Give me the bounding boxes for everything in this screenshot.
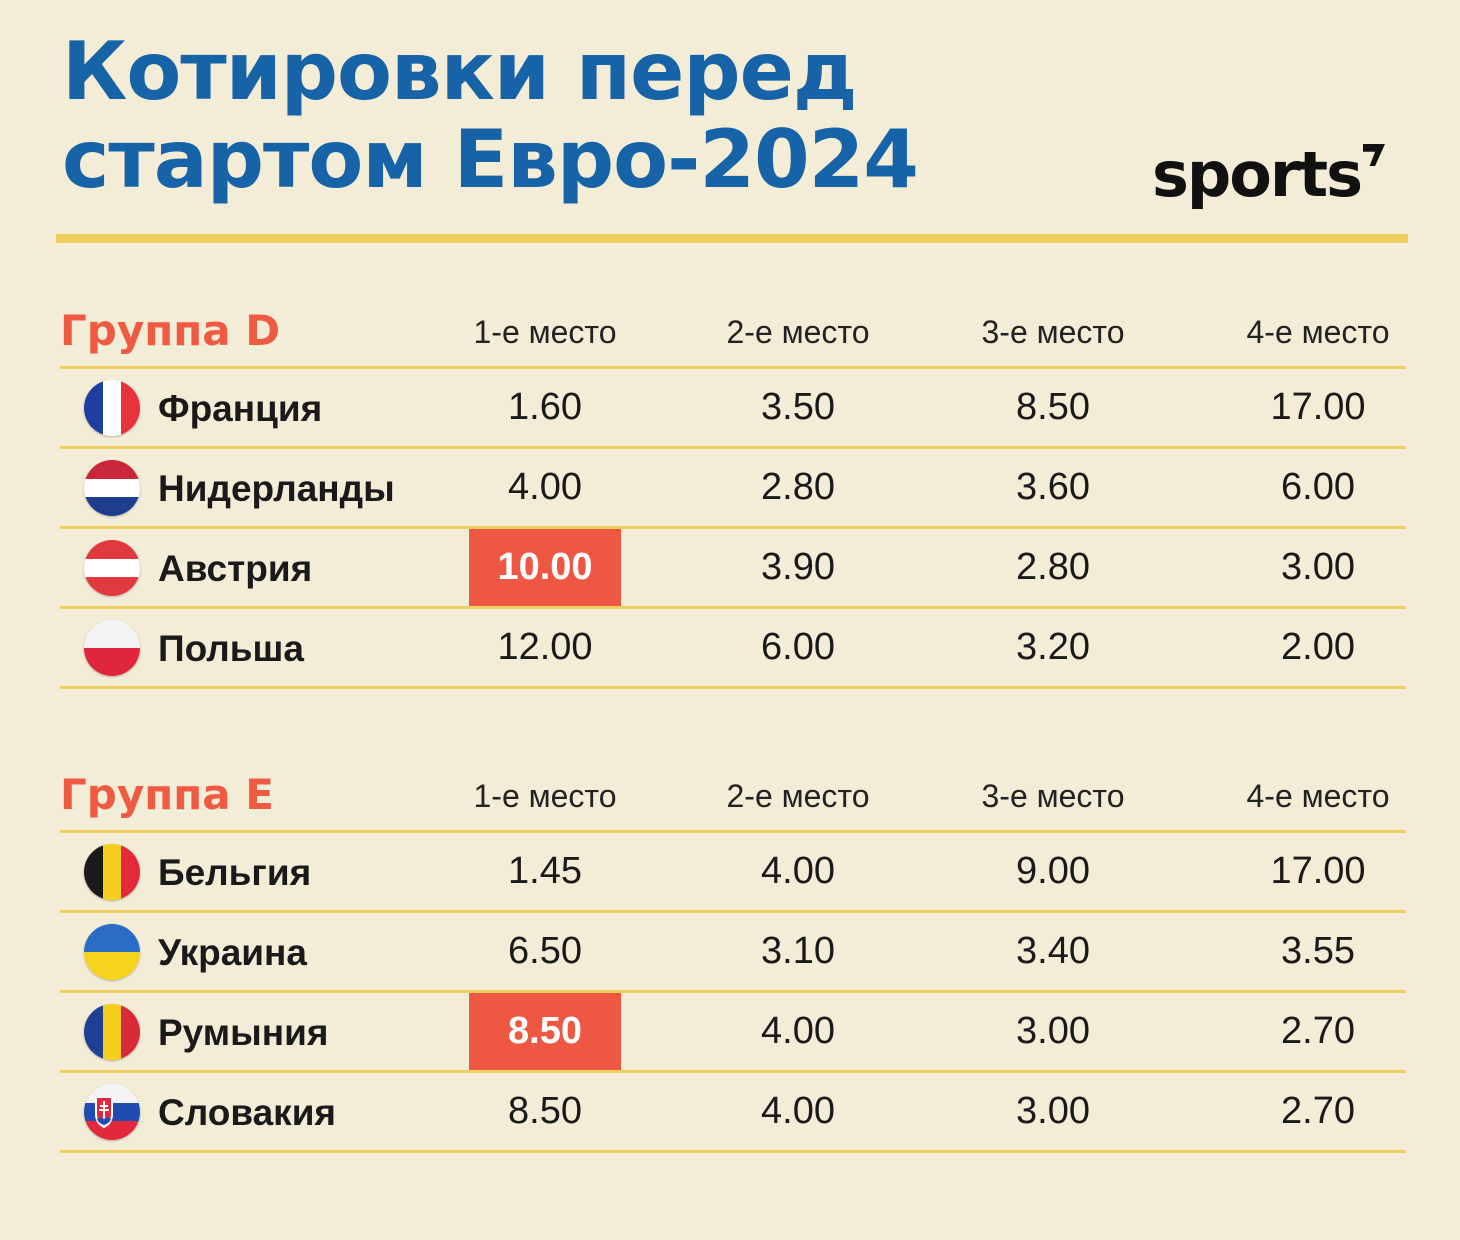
column-header-4th: 4-е место [1246, 314, 1390, 350]
group-header: Группа E 1-е место 2-е место 3-е место 4… [60, 764, 1406, 833]
slovakia-flag-icon [84, 1084, 140, 1140]
odds-3rd: 3.60 [1016, 466, 1090, 508]
table-row: Франция 1.60 3.50 8.50 17.00 [60, 369, 1406, 449]
odds-1st: 1.45 [508, 850, 582, 892]
odds-4th: 2.70 [1281, 1090, 1355, 1132]
column-header-2nd: 2-е место [726, 314, 870, 350]
group-header: Группа D 1-е место 2-е место 3-е место 4… [60, 300, 1406, 369]
odds-1st: 4.00 [508, 466, 582, 508]
table-row: Бельгия 1.45 4.00 9.00 17.00 [60, 833, 1406, 913]
odds-2nd: 3.50 [761, 386, 835, 428]
table-row: Австрия 10.00 3.90 2.80 3.00 [60, 529, 1406, 609]
column-header-1st: 1-е место [473, 778, 617, 814]
odds-4th: 6.00 [1281, 466, 1355, 508]
table-row: Нидерланды 4.00 2.80 3.60 6.00 [60, 449, 1406, 529]
group-e-table: Группа E 1-е место 2-е место 3-е место 4… [60, 764, 1406, 1153]
table-row: Украина 6.50 3.10 3.40 3.55 [60, 913, 1406, 993]
group-title: Группа E [60, 770, 274, 819]
group-title: Группа D [60, 306, 281, 355]
team-name: Словакия [158, 1092, 337, 1133]
odds-2nd: 6.00 [761, 626, 835, 668]
odds-2nd: 4.00 [761, 1090, 835, 1132]
logo-text: sports [1152, 138, 1363, 211]
team-name: Украина [158, 932, 307, 973]
title-line-1: Котировки перед [62, 25, 857, 118]
column-header-4th: 4-е место [1246, 778, 1390, 814]
austria-flag-icon [84, 540, 140, 596]
odds-2nd: 2.80 [761, 466, 835, 508]
netherlands-flag-icon [84, 460, 140, 516]
odds-1st: 6.50 [508, 930, 582, 972]
column-header-2nd: 2-е место [726, 778, 870, 814]
odds-2nd: 4.00 [761, 850, 835, 892]
odds-3rd: 8.50 [1016, 386, 1090, 428]
group-d-table: Группа D 1-е место 2-е место 3-е место 4… [60, 300, 1406, 689]
page-title: Котировки перед стартом Евро-2024 [62, 25, 919, 206]
table-row: Польша 12.00 6.00 3.20 2.00 [60, 609, 1406, 689]
title-line-2: стартом Евро-2024 [62, 113, 919, 206]
sports-logo: sports [1152, 138, 1385, 211]
odds-4th: 17.00 [1270, 850, 1366, 892]
odds-2nd: 3.90 [761, 546, 835, 588]
france-flag-icon [84, 380, 140, 436]
ukraine-flag-icon [84, 924, 140, 980]
odds-4th: 17.00 [1270, 386, 1366, 428]
odds-4th: 2.70 [1281, 1010, 1355, 1052]
table-row: Словакия 8.50 4.00 3.00 2.70 [60, 1073, 1406, 1153]
column-header-3rd: 3-е место [981, 314, 1125, 350]
odds-3rd: 3.20 [1016, 626, 1090, 668]
team-name: Австрия [158, 548, 313, 589]
team-name: Франция [158, 388, 323, 429]
odds-1st-highlighted: 10.00 [469, 529, 621, 606]
romania-flag-icon [84, 1004, 140, 1060]
odds-4th: 3.55 [1281, 930, 1355, 972]
odds-1st-highlighted: 8.50 [469, 993, 621, 1070]
odds-1st: 1.60 [508, 386, 582, 428]
team-name: Румыния [158, 1012, 329, 1053]
team-name: Польша [158, 628, 304, 669]
poland-flag-icon [84, 620, 140, 676]
odds-3rd: 3.40 [1016, 930, 1090, 972]
column-header-3rd: 3-е место [981, 778, 1125, 814]
odds-3rd: 3.00 [1016, 1010, 1090, 1052]
team-name: Бельгия [158, 852, 312, 893]
column-header-1st: 1-е место [473, 314, 617, 350]
odds-2nd: 4.00 [761, 1010, 835, 1052]
odds-2nd: 3.10 [761, 930, 835, 972]
team-name: Нидерланды [158, 468, 395, 509]
odds-3rd: 9.00 [1016, 850, 1090, 892]
odds-3rd: 2.80 [1016, 546, 1090, 588]
table-row: Румыния 8.50 4.00 3.00 2.70 [60, 993, 1406, 1073]
title-divider [56, 234, 1408, 243]
odds-4th: 2.00 [1281, 626, 1355, 668]
odds-4th: 3.00 [1281, 546, 1355, 588]
logo-mark-icon [1363, 144, 1385, 166]
odds-3rd: 3.00 [1016, 1090, 1090, 1132]
odds-1st: 12.00 [497, 626, 593, 668]
odds-1st: 8.50 [508, 1090, 582, 1132]
belgium-flag-icon [84, 844, 140, 900]
